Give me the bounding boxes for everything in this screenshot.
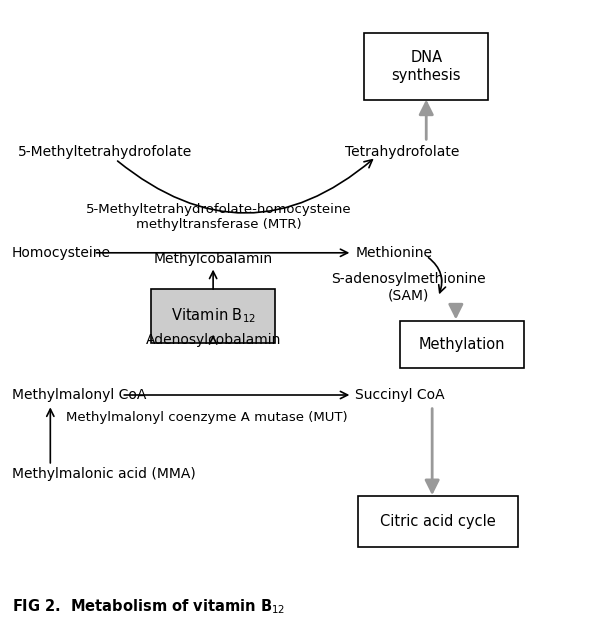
- FancyBboxPatch shape: [151, 289, 275, 343]
- Text: Succinyl CoA: Succinyl CoA: [355, 388, 445, 402]
- Text: S-adenosylmethionine
(SAM): S-adenosylmethionine (SAM): [331, 272, 486, 303]
- Text: Citric acid cycle: Citric acid cycle: [380, 514, 496, 529]
- Text: Methylmalonic acid (MMA): Methylmalonic acid (MMA): [12, 467, 195, 481]
- FancyBboxPatch shape: [358, 496, 518, 547]
- FancyBboxPatch shape: [400, 321, 524, 368]
- Text: DNA
synthesis: DNA synthesis: [391, 50, 461, 83]
- Text: FIG 2.  Metabolism of vitamin B$_{12}$: FIG 2. Metabolism of vitamin B$_{12}$: [12, 597, 285, 616]
- Text: 5-Methyltetrahydrofolate-homocysteine
methyltransferase (MTR): 5-Methyltetrahydrofolate-homocysteine me…: [86, 204, 352, 231]
- Text: Methylmalonyl coenzyme A mutase (MUT): Methylmalonyl coenzyme A mutase (MUT): [66, 411, 348, 423]
- Text: Homocysteine: Homocysteine: [12, 246, 111, 260]
- Text: 5-Methyltetrahydrofolate: 5-Methyltetrahydrofolate: [18, 145, 192, 159]
- Text: Adenosylcobalamin: Adenosylcobalamin: [146, 333, 281, 347]
- FancyBboxPatch shape: [364, 33, 488, 99]
- Text: Tetrahydrofolate: Tetrahydrofolate: [345, 145, 460, 159]
- Text: Methylmalonyl CoA: Methylmalonyl CoA: [12, 388, 146, 402]
- Text: Methionine: Methionine: [355, 246, 432, 260]
- Text: Vitamin B$_{12}$: Vitamin B$_{12}$: [170, 307, 256, 325]
- Text: Methylation: Methylation: [419, 337, 505, 352]
- Text: Methylcobalamin: Methylcobalamin: [153, 252, 273, 266]
